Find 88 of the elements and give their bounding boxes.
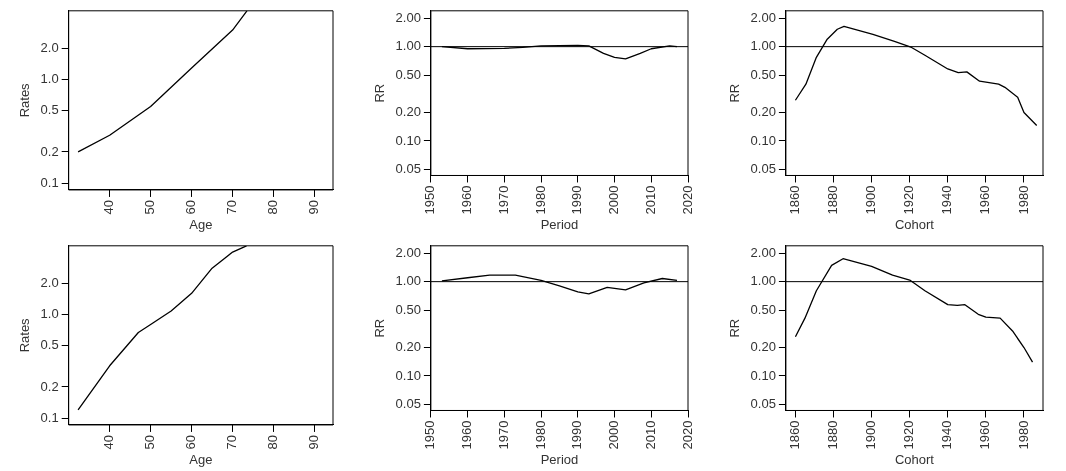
x-axis-title: Cohort (894, 216, 935, 232)
y-tick-label: 0.20 (750, 104, 776, 120)
x-tick-label: 2000 (606, 185, 622, 215)
x-tick-label: 1940 (939, 420, 955, 450)
y-tick-label: 0.50 (395, 301, 421, 317)
x-tick-label: 1860 (787, 420, 802, 450)
y-tick-label: 0.20 (395, 104, 421, 120)
y-tick-label: 2.00 (750, 244, 776, 260)
x-axis-title: Period (540, 216, 579, 232)
x-axis-title: Age (189, 216, 213, 232)
x-tick-label: 90 (306, 434, 322, 450)
x-tick-label: 80 (265, 199, 281, 215)
x-tick-label: 1950 (422, 185, 438, 215)
y-tick-label: 2.0 (40, 274, 59, 290)
y-axis-title: RR (727, 318, 743, 338)
x-tick-label: 1990 (569, 420, 585, 450)
y-tick-label: 0.05 (750, 395, 776, 411)
x-tick-label: 1960 (459, 185, 475, 215)
x-tick-label: 1960 (459, 420, 475, 450)
x-tick-label: 1980 (1015, 420, 1031, 450)
x-tick-label: 50 (142, 199, 158, 215)
y-tick-label: 2.00 (395, 9, 421, 25)
x-tick-label: 2010 (642, 420, 658, 450)
x-axis-title: Period (540, 451, 579, 467)
x-tick-label: 1940 (939, 185, 955, 215)
y-tick-label: 0.20 (395, 339, 421, 355)
y-tick-label: 0.2 (40, 143, 59, 159)
y-tick-label: 1.0 (40, 306, 59, 322)
y-tick-label: 0.5 (40, 337, 59, 353)
x-tick-label: 1920 (901, 420, 917, 450)
y-tick-label: 0.05 (395, 160, 421, 176)
x-tick-label: 2020 (679, 420, 695, 450)
y-tick-label: 1.00 (395, 38, 421, 54)
y-tick-label: 0.10 (395, 132, 421, 148)
x-tick-label: 50 (142, 434, 158, 450)
x-tick-label: 1970 (495, 420, 511, 450)
x-tick-label: 1900 (863, 420, 879, 450)
y-tick-label: 0.20 (750, 339, 776, 355)
y-tick-label: 0.05 (395, 395, 421, 411)
y-tick-label: 1.00 (750, 273, 776, 289)
x-tick-label: 90 (306, 199, 322, 215)
y-tick-label: 0.05 (750, 160, 776, 176)
x-tick-label: 1900 (863, 185, 879, 215)
x-tick-label: 1960 (977, 420, 993, 450)
x-tick-label: 1880 (825, 420, 841, 450)
y-tick-label: 0.2 (40, 378, 59, 394)
x-tick-label: 1920 (901, 185, 917, 215)
y-tick-label: 2.0 (40, 39, 59, 55)
x-tick-label: 2020 (679, 185, 695, 215)
y-tick-label: 0.1 (40, 174, 59, 190)
x-tick-label: 1960 (977, 185, 993, 215)
x-tick-label: 60 (183, 434, 199, 450)
y-tick-label: 1.0 (40, 71, 59, 87)
y-tick-label: 0.10 (750, 367, 776, 383)
y-tick-label: 0.10 (750, 132, 776, 148)
y-tick-label: 0.10 (395, 367, 421, 383)
y-tick-label: 0.50 (750, 301, 776, 317)
x-axis-title: Age (189, 451, 213, 467)
y-tick-label: 1.00 (395, 273, 421, 289)
y-tick-label: 0.1 (40, 409, 59, 425)
x-tick-label: 1990 (569, 185, 585, 215)
x-tick-label: 2000 (606, 420, 622, 450)
y-axis-title: RR (727, 83, 743, 103)
x-axis-title: Cohort (894, 451, 935, 467)
x-tick-label: 1980 (532, 420, 548, 450)
x-tick-label: 1980 (532, 185, 548, 215)
y-axis-title: RR (372, 83, 388, 103)
y-tick-label: 0.5 (40, 102, 59, 118)
x-tick-label: 1980 (1015, 185, 1031, 215)
y-tick-label: 2.00 (395, 244, 421, 260)
y-axis-title: Rates (17, 317, 33, 353)
x-tick-label: 70 (224, 199, 240, 215)
x-tick-label: 1880 (825, 185, 841, 215)
x-tick-label: 60 (183, 199, 199, 215)
x-tick-label: 1970 (495, 185, 511, 215)
y-tick-label: 2.00 (750, 9, 776, 25)
x-tick-label: 40 (101, 434, 117, 450)
x-tick-label: 1860 (787, 185, 802, 215)
x-tick-label: 80 (265, 434, 281, 450)
x-tick-label: 2010 (642, 185, 658, 215)
y-axis-title: Rates (17, 82, 33, 118)
y-tick-label: 0.50 (395, 66, 421, 82)
x-tick-label: 40 (101, 199, 117, 215)
x-tick-label: 70 (224, 434, 240, 450)
x-tick-label: 1950 (422, 420, 438, 450)
y-tick-label: 0.50 (750, 66, 776, 82)
y-axis-title: RR (372, 318, 388, 338)
y-tick-label: 1.00 (750, 38, 776, 54)
